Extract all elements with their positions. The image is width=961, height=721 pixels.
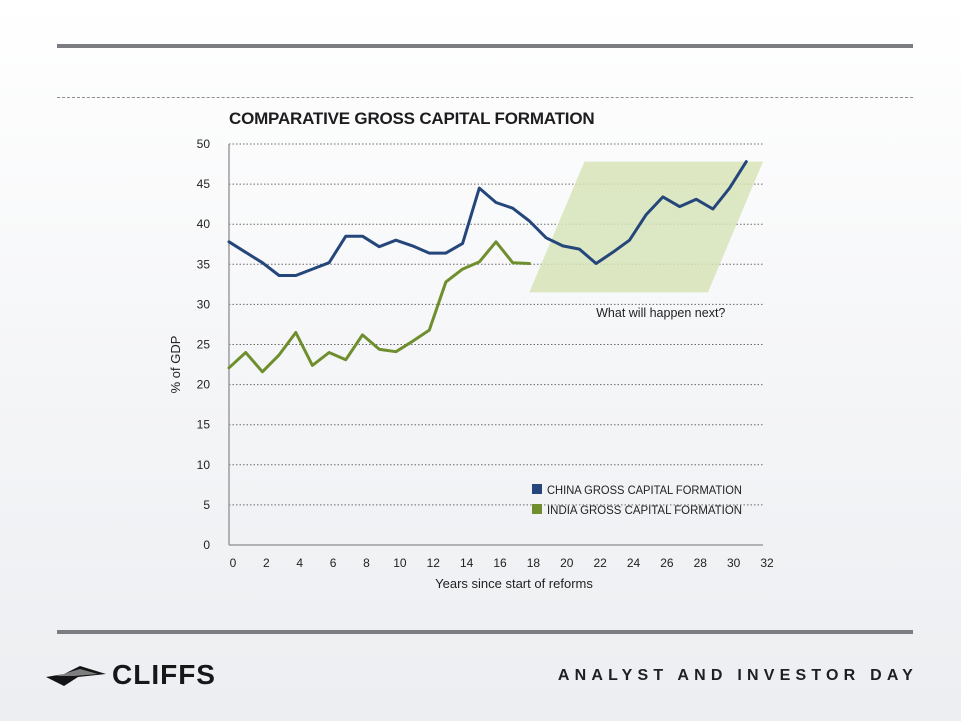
y-axis-title: % of GDP (168, 336, 183, 394)
cliffs-logo-icon (46, 666, 106, 686)
x-tick-label: 30 (727, 556, 741, 570)
chart-title: COMPARATIVE GROSS CAPITAL FORMATION (229, 109, 595, 128)
x-tick-label: 14 (460, 556, 474, 570)
x-tick-label: 4 (296, 556, 303, 570)
legend-label-china: CHINA GROSS CAPITAL FORMATION (547, 483, 742, 497)
series-line-china (227, 160, 748, 277)
projection-annotation: What will happen next? (596, 306, 725, 320)
x-tick-label: 0 (230, 556, 237, 570)
y-tick-label: 15 (197, 418, 211, 432)
legend: CHINA GROSS CAPITAL FORMATION INDIA GROSS… (532, 483, 742, 517)
x-tick-label: 16 (493, 556, 507, 570)
y-tick-label: 25 (197, 338, 211, 352)
projection-region (529, 161, 763, 293)
x-tick-label: 24 (627, 556, 641, 570)
legend-label-india: INDIA GROSS CAPITAL FORMATION (547, 503, 742, 517)
dotted-divider (57, 97, 913, 98)
y-tick-label: 35 (197, 257, 211, 271)
x-tick-label: 18 (527, 556, 541, 570)
series-lines (227, 160, 748, 374)
bottom-divider (57, 630, 913, 634)
y-tick-label: 20 (197, 378, 211, 392)
x-tick-label: 20 (560, 556, 574, 570)
legend-swatch-india (532, 504, 542, 514)
x-tick-label: 6 (330, 556, 337, 570)
y-tick-label: 45 (197, 177, 211, 191)
y-tick-label: 40 (197, 217, 211, 231)
x-axis-title: Years since start of reforms (435, 576, 593, 591)
projection-area (529, 161, 763, 293)
x-tick-label: 32 (760, 556, 774, 570)
x-tick-label: 8 (363, 556, 370, 570)
x-tick-label: 22 (593, 556, 607, 570)
y-tick-label: 50 (197, 137, 211, 151)
x-tick-label: 10 (393, 556, 407, 570)
top-divider (57, 44, 913, 48)
y-tick-label: 10 (197, 458, 211, 472)
axes (228, 144, 763, 546)
x-tick-label: 26 (660, 556, 674, 570)
y-tick-label: 30 (197, 297, 211, 311)
legend-swatch-china (532, 484, 542, 494)
y-tick-label: 5 (203, 498, 210, 512)
x-tick-label: 2 (263, 556, 270, 570)
series-line-india (227, 240, 531, 374)
logo-wordmark: CLIFFS (112, 659, 216, 690)
x-tick-label: 28 (694, 556, 708, 570)
y-tick-label: 0 (203, 538, 210, 552)
x-tick-label: 12 (427, 556, 441, 570)
event-title: ANALYST AND INVESTOR DAY (557, 667, 918, 684)
